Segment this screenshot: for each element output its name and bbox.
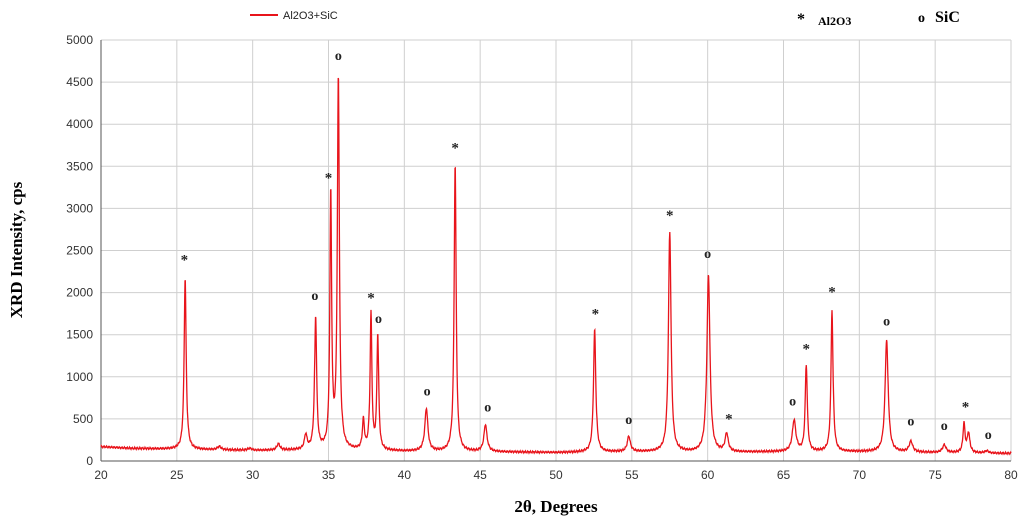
- al2o3-peak-marker: *: [451, 140, 459, 156]
- sic-peak-marker: o: [704, 247, 711, 262]
- al2o3-peak-marker: *: [725, 412, 733, 428]
- al2o3-peak-marker: *: [325, 171, 333, 187]
- x-tick-label: 30: [246, 468, 260, 482]
- x-tick-label: 75: [928, 468, 942, 482]
- y-tick-label: 4000: [66, 117, 93, 131]
- x-axis-title: 2θ, Degrees: [514, 497, 598, 516]
- series-line-al2o3-sic: [100, 77, 1012, 456]
- series-layer: [100, 77, 1012, 456]
- sic-peak-marker: o: [883, 314, 890, 329]
- y-tick-label: 4500: [66, 75, 93, 89]
- y-tick-label: 1000: [66, 370, 93, 384]
- y-tick-label: 500: [73, 412, 93, 426]
- legend: Al2O3+SiC: [250, 10, 338, 22]
- sic-peak-marker: o: [789, 394, 796, 409]
- al2o3-peak-marker: *: [962, 400, 970, 416]
- y-tick-label: 1500: [66, 328, 93, 342]
- tick-labels: 20 25 30 35 40 45 50 55 60 65 70 75 80 0 500 1000 1500 20…: [66, 33, 1018, 482]
- sic-label: SiC: [935, 9, 960, 26]
- sic-peak-marker: o: [907, 415, 914, 430]
- axes: [100, 40, 1011, 462]
- x-tick-label: 55: [625, 468, 639, 482]
- y-tick-label: 2500: [66, 244, 93, 258]
- peak-markers: *o*o*oo*o*o*o*o**oo o*o: [181, 49, 992, 443]
- al2o3-peak-marker: *: [181, 252, 189, 268]
- al2o3-peak-marker: *: [592, 306, 600, 322]
- x-tick-label: 40: [398, 468, 412, 482]
- sic-peak-marker: o: [625, 413, 632, 428]
- y-tick-label: 0: [86, 454, 93, 468]
- sic-peak-marker: o: [985, 428, 992, 443]
- al2o3-peak-marker: *: [828, 284, 836, 300]
- y-tick-label: 2000: [66, 286, 93, 300]
- x-tick-label: 65: [777, 468, 791, 482]
- al2o3-peak-marker: *: [803, 342, 811, 358]
- y-tick-label: 3500: [66, 159, 93, 173]
- x-tick-label: 45: [473, 468, 487, 482]
- x-tick-label: 70: [853, 468, 867, 482]
- al2o3-peak-marker: *: [666, 208, 674, 224]
- sic-peak-marker: o: [375, 312, 382, 327]
- x-tick-label: 35: [322, 468, 336, 482]
- y-axis-title: XRD Intensity, cps: [7, 181, 26, 318]
- sic-peak-marker: o: [484, 400, 491, 415]
- al2o3-symbol: *: [797, 11, 805, 28]
- legend-series-label: Al2O3+SiC: [283, 10, 338, 22]
- y-tick-label: 3000: [66, 201, 93, 215]
- x-tick-label: 80: [1004, 468, 1018, 482]
- sic-peak-marker: o: [311, 289, 318, 304]
- x-tick-label: 60: [701, 468, 715, 482]
- sic-peak-marker: o: [941, 419, 948, 434]
- phase-key: * Al2O3 o SiC: [797, 9, 960, 28]
- grid: [100, 39, 1012, 462]
- x-tick-label: 25: [170, 468, 184, 482]
- x-tick-label: 20: [94, 468, 108, 482]
- x-tick-label: 50: [549, 468, 563, 482]
- sic-peak-marker: o: [335, 49, 342, 64]
- al2o3-label: Al2O3: [818, 14, 851, 28]
- sic-symbol: o: [918, 11, 925, 26]
- sic-peak-marker: o: [424, 384, 431, 399]
- y-tick-label: 5000: [66, 33, 93, 47]
- al2o3-peak-marker: *: [367, 290, 375, 306]
